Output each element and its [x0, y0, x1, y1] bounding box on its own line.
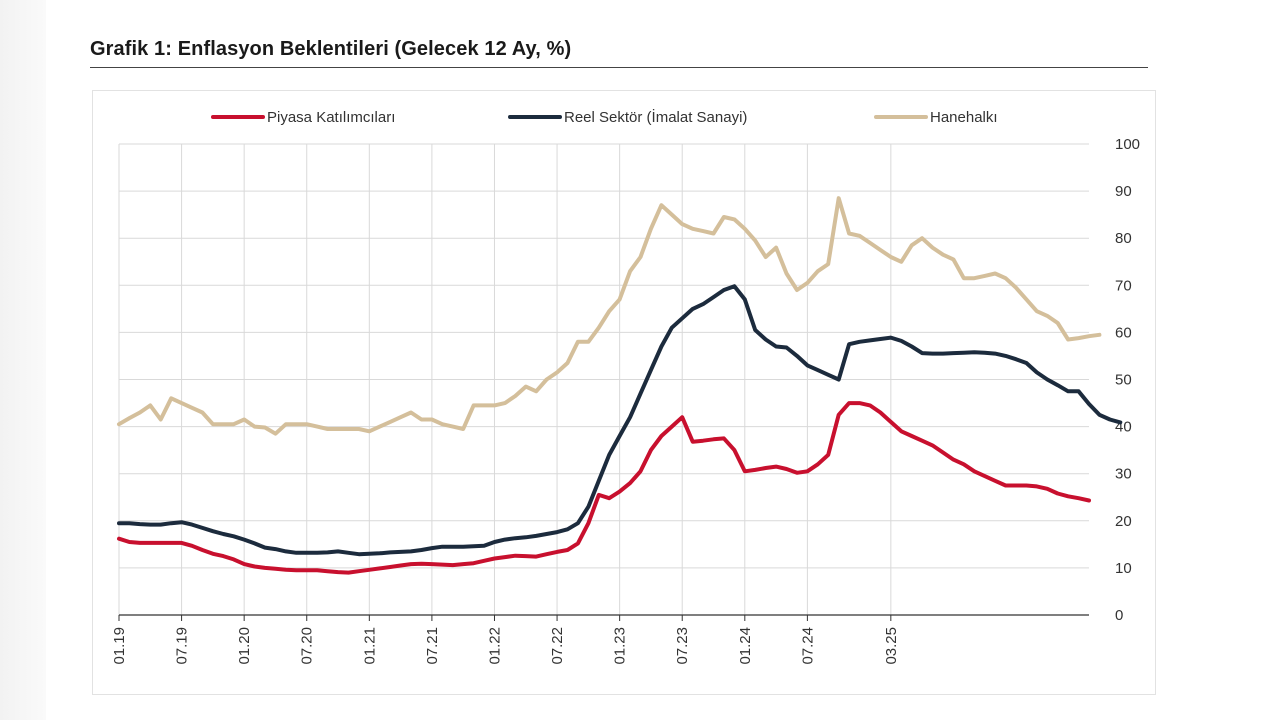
- legend-label: Piyasa Katılımcıları: [267, 109, 395, 126]
- x-tick-label: 07.19: [174, 627, 191, 665]
- y-tick-label: 80: [1115, 230, 1132, 247]
- y-tick-label: 30: [1115, 466, 1132, 483]
- y-tick-label: 90: [1115, 183, 1132, 200]
- series-line-0: [117, 401, 1091, 575]
- y-tick-label: 20: [1115, 513, 1132, 530]
- legend-label: Hanehalkı: [930, 109, 998, 126]
- grid-lines: [118, 143, 1089, 615]
- x-tick-label: 01.24: [737, 627, 754, 665]
- legend-label: Reel Sektör (İmalat Sanayi): [564, 108, 747, 126]
- y-tick-label: 0: [1115, 607, 1123, 624]
- left-edge-shade: [0, 0, 46, 720]
- y-tick-label: 50: [1115, 372, 1132, 389]
- chart-frame: [92, 90, 1156, 695]
- y-tick-label: 10: [1115, 560, 1132, 577]
- page-title: Grafik 1: Enflasyon Beklentileri (Gelece…: [90, 38, 572, 60]
- x-tick-label: 01.21: [361, 627, 378, 665]
- x-tick-label: 07.20: [299, 627, 316, 665]
- x-tick-label: 07.22: [549, 627, 566, 665]
- x-tick-label: 07.21: [424, 627, 441, 665]
- x-tick-label: 07.23: [674, 627, 691, 665]
- series-lines: [117, 196, 1123, 575]
- y-tick-label: 100: [1115, 136, 1140, 153]
- title-divider: [90, 67, 1148, 68]
- legend: Piyasa Katılımcıları Reel Sektör (İmalat …: [211, 108, 998, 126]
- x-tick-label: 03.25: [883, 627, 900, 665]
- y-tick-label: 60: [1115, 324, 1132, 341]
- x-tick-label: 01.23: [612, 627, 629, 665]
- y-tick-label: 70: [1115, 277, 1132, 294]
- series-line-1: [117, 284, 1123, 557]
- x-tick-label: 01.22: [486, 627, 503, 665]
- series-line-2: [117, 196, 1102, 436]
- x-tick-label: 01.20: [236, 627, 253, 665]
- x-tick-label: 01.19: [111, 627, 128, 665]
- x-tick-label: 07.24: [799, 627, 816, 665]
